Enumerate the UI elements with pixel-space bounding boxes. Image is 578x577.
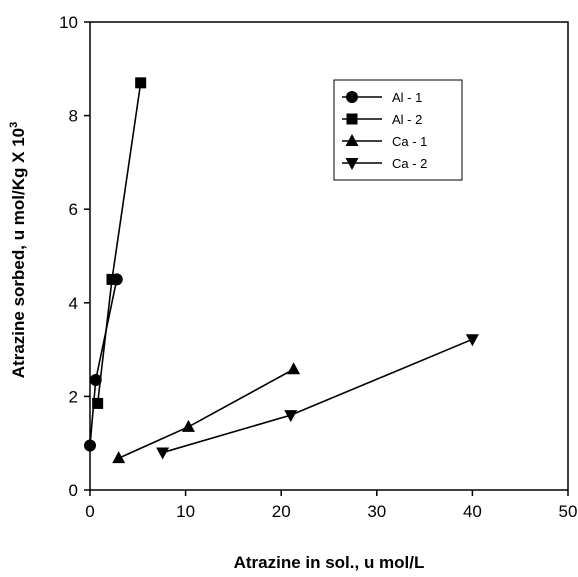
- series-line-1: [89, 279, 118, 446]
- legend-label: Al - 1: [392, 90, 422, 105]
- y-axis-title: Atrazine sorbed, u mol/Kg X 103: [8, 122, 28, 378]
- series-line-3: [118, 368, 295, 459]
- legend-marker: [346, 113, 358, 125]
- data-point-series-2: [92, 397, 104, 409]
- legend-label: Ca - 2: [392, 156, 427, 171]
- legend-marker: [346, 91, 358, 103]
- data-point-series-4: [156, 447, 170, 460]
- legend: Al - 1 Al - 2 Ca - 1 Ca - 2: [333, 79, 463, 181]
- data-point-series-2: [135, 77, 147, 89]
- data-point-series-3: [287, 362, 301, 375]
- x-axis-title: Atrazine in sol., u mol/L: [234, 553, 425, 572]
- axis-ticks: 0 10 20 30 40 50 0 2 4 6 8 10: [59, 13, 577, 521]
- data-point-series-1: [89, 374, 102, 387]
- legend-label: Al - 2: [392, 112, 422, 127]
- data-point-series-2: [106, 273, 118, 285]
- x-tick-label: 50: [559, 502, 578, 521]
- x-tick-label: 30: [367, 502, 386, 521]
- series-line-4: [162, 338, 473, 454]
- y-tick-label: 8: [69, 107, 78, 126]
- x-tick-label: 40: [463, 502, 482, 521]
- y-axis-title-exponent: 3: [8, 122, 20, 128]
- x-tick-label: 20: [272, 502, 291, 521]
- y-tick-label: 6: [69, 200, 78, 219]
- y-tick-label: 0: [69, 481, 78, 500]
- y-tick-label: 2: [69, 387, 78, 406]
- data-markers: [84, 77, 479, 464]
- y-axis-title-main: Atrazine sorbed, u mol/Kg X 10: [9, 128, 28, 378]
- plot-area: [89, 21, 569, 491]
- data-point-series-4: [465, 334, 479, 347]
- series-line-2: [96, 82, 142, 404]
- legend-label: Ca - 1: [392, 134, 427, 149]
- legend-marker: [345, 134, 359, 146]
- legend-marker: [345, 158, 359, 170]
- x-tick-label: 10: [176, 502, 195, 521]
- data-point-series-3: [181, 419, 195, 432]
- y-tick-label: 10: [59, 13, 78, 32]
- data-point-series-4: [284, 410, 298, 423]
- y-tick-label: 4: [69, 294, 78, 313]
- x-tick-label: 0: [85, 502, 94, 521]
- data-point-series-3: [112, 451, 126, 464]
